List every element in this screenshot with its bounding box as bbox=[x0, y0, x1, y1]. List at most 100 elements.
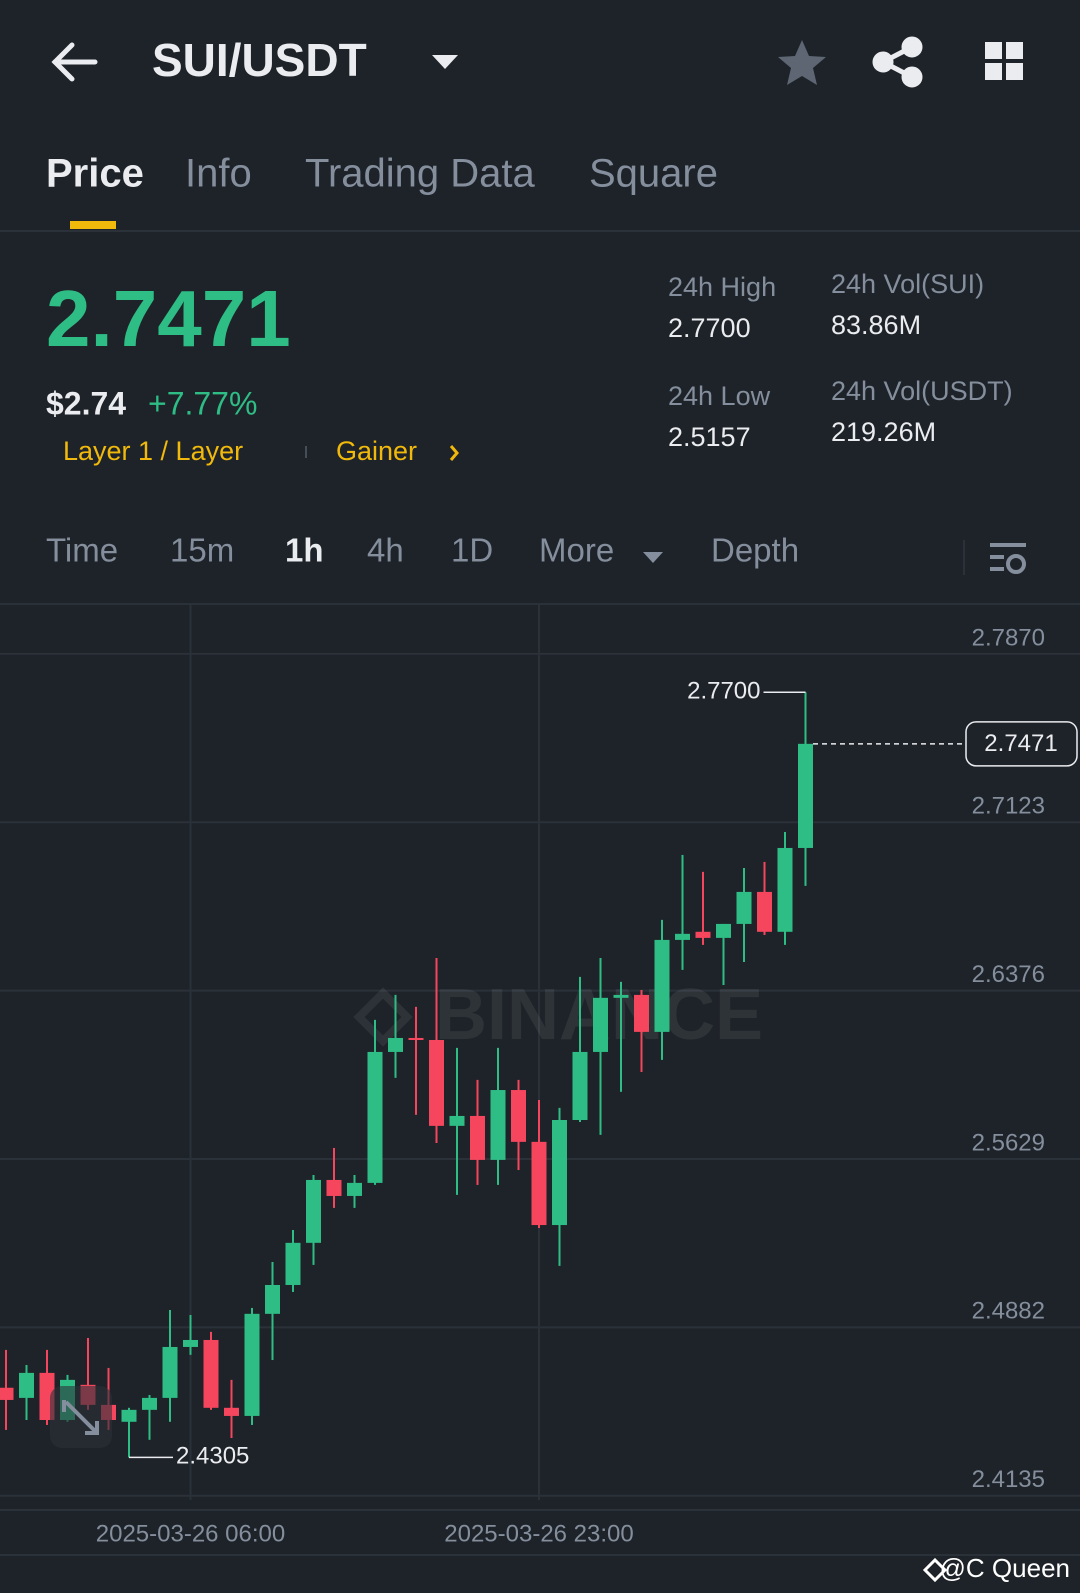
tab[interactable]: Price bbox=[46, 152, 144, 196]
grid-menu[interactable] bbox=[985, 42, 1023, 80]
expand-icon bbox=[85, 1421, 99, 1435]
interval-bar: Time 15m 1h 4h 1D More Depth bbox=[46, 532, 799, 569]
y-tick-label: 2.7870 bbox=[972, 624, 1045, 651]
x-tick-label: 2025-03-26 23:00 bbox=[444, 1520, 634, 1547]
candle-body bbox=[0, 1387, 14, 1400]
candle-body bbox=[388, 1037, 403, 1052]
interval-tab[interactable]: 1h bbox=[285, 532, 324, 569]
candle-body bbox=[736, 891, 752, 924]
more-dropdown[interactable] bbox=[643, 552, 663, 563]
candle-body bbox=[326, 1179, 342, 1196]
settings-gear bbox=[1006, 554, 1026, 574]
candle-body bbox=[306, 1179, 321, 1243]
watermark-logo bbox=[353, 987, 413, 1047]
last-price-label: 2.7471 bbox=[984, 730, 1057, 757]
footer-credit: @C Queen bbox=[940, 1553, 1070, 1583]
y-tick-label: 2.7123 bbox=[972, 793, 1045, 820]
candle-body bbox=[408, 1037, 424, 1040]
y-tick-label: 2.4882 bbox=[972, 1298, 1045, 1325]
interval-tab[interactable]: Depth bbox=[711, 532, 799, 569]
stats: 24h High 2.7700 24h Vol(SUI) 83.86M 24h Low 2… bbox=[668, 269, 1013, 452]
price-change: +7.77% bbox=[148, 385, 257, 421]
candle-body bbox=[716, 923, 731, 938]
tag[interactable]: Layer 1 / Layer bbox=[63, 436, 243, 466]
stat-value: 2.7700 bbox=[668, 313, 751, 343]
interval-tab[interactable]: 15m bbox=[170, 532, 234, 569]
usd-price: $2.74 bbox=[46, 385, 126, 421]
grid-cell bbox=[985, 63, 1002, 80]
tab-bar: Price Info Trading Data Square bbox=[46, 152, 718, 196]
candle-body bbox=[798, 743, 813, 848]
candle-body bbox=[449, 1115, 465, 1126]
candle-body bbox=[244, 1313, 260, 1416]
tag[interactable]: Gainer bbox=[336, 436, 417, 466]
candle-body bbox=[367, 1051, 383, 1183]
candle-body bbox=[695, 931, 711, 938]
candle-body bbox=[634, 994, 649, 1032]
candle-body bbox=[757, 891, 772, 932]
candle-body bbox=[265, 1284, 280, 1314]
tab-indicator bbox=[70, 221, 116, 229]
share-node bbox=[901, 66, 923, 88]
candle-body bbox=[203, 1339, 219, 1408]
share-node bbox=[901, 36, 923, 58]
grid-cell bbox=[985, 42, 1002, 59]
candle-body bbox=[285, 1242, 301, 1285]
candle-body bbox=[19, 1372, 34, 1398]
interval-tab[interactable]: Time bbox=[46, 532, 118, 569]
candle-body bbox=[183, 1339, 198, 1347]
tab[interactable]: Square bbox=[589, 152, 718, 196]
interval-tab[interactable]: 4h bbox=[367, 532, 404, 569]
back-arrow-head bbox=[51, 42, 75, 82]
stat-value: 219.26M bbox=[831, 417, 936, 447]
candle-body bbox=[654, 939, 670, 1032]
interval-tab[interactable]: More bbox=[539, 532, 614, 569]
y-tick-label: 2.5629 bbox=[972, 1129, 1045, 1156]
candle-body bbox=[121, 1409, 137, 1422]
last-price: 2.7471 bbox=[46, 274, 291, 363]
candle-body bbox=[552, 1120, 567, 1226]
favorite-star[interactable] bbox=[778, 40, 826, 85]
y-tick-label: 2.4135 bbox=[972, 1466, 1045, 1493]
x-tick-label: 2025-03-26 06:00 bbox=[96, 1520, 286, 1547]
stat-label: 24h High bbox=[668, 272, 776, 302]
pair-title[interactable]: SUI/USDT bbox=[152, 34, 367, 86]
candle-body bbox=[572, 1051, 588, 1121]
stat-label: 24h Low bbox=[668, 381, 771, 411]
candle-body bbox=[593, 997, 608, 1052]
footer-logo bbox=[922, 1557, 948, 1583]
tab[interactable]: Trading Data bbox=[305, 152, 536, 196]
tag-chevron bbox=[449, 445, 459, 461]
stat-label: 24h Vol(SUI) bbox=[831, 269, 984, 299]
candle-body bbox=[162, 1346, 178, 1398]
expand-icon bbox=[64, 1400, 97, 1433]
expand-button[interactable] bbox=[50, 1386, 112, 1448]
interval-tab[interactable]: 1D bbox=[451, 532, 493, 569]
share-node bbox=[872, 51, 894, 73]
candle-body bbox=[347, 1182, 362, 1196]
candle-body bbox=[777, 847, 793, 932]
candle-body bbox=[429, 1039, 444, 1126]
stat-value: 2.5157 bbox=[668, 422, 751, 452]
low-label: 2.4305 bbox=[176, 1443, 249, 1470]
candle-body bbox=[511, 1090, 526, 1142]
grid-cell bbox=[1006, 63, 1023, 80]
stat-label: 24h Vol(USDT) bbox=[831, 376, 1013, 406]
candle-body bbox=[470, 1115, 485, 1160]
last-price-box bbox=[965, 721, 1078, 767]
back-button[interactable] bbox=[51, 42, 98, 82]
candle-body bbox=[490, 1090, 506, 1160]
y-tick-label: 2.6376 bbox=[972, 961, 1045, 988]
candle-body bbox=[224, 1407, 239, 1416]
pair-dropdown[interactable] bbox=[432, 55, 458, 69]
candle-body bbox=[531, 1141, 547, 1226]
grid-cell bbox=[1006, 42, 1023, 59]
tab[interactable]: Info bbox=[185, 152, 252, 196]
chart-settings[interactable] bbox=[990, 543, 1026, 574]
candle-body bbox=[675, 933, 690, 940]
candle-body bbox=[142, 1397, 157, 1410]
share-button[interactable] bbox=[872, 36, 923, 88]
high-label: 2.7700 bbox=[687, 678, 760, 705]
